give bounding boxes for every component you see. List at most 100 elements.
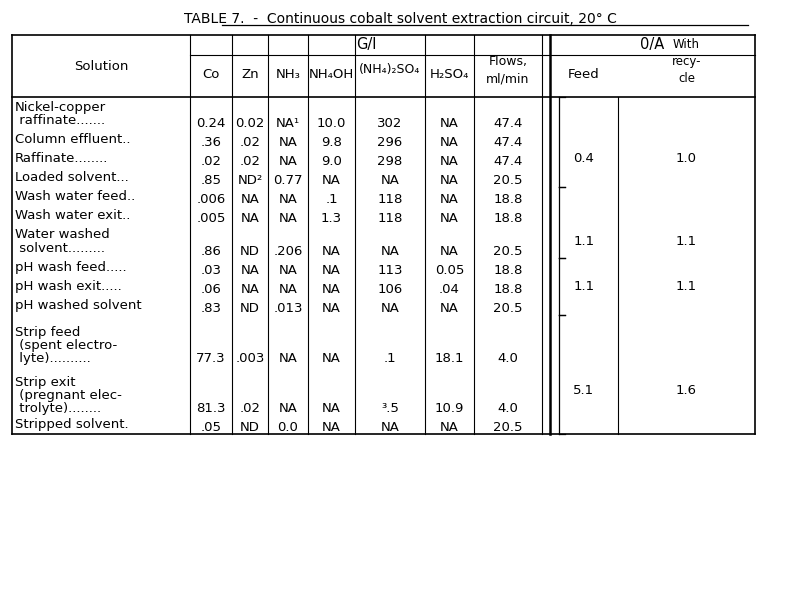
Text: NA: NA <box>278 212 298 225</box>
Text: 47.4: 47.4 <box>494 117 522 130</box>
Text: 0.4: 0.4 <box>574 152 594 165</box>
Text: Wash water feed..: Wash water feed.. <box>15 190 135 203</box>
Text: NA: NA <box>322 245 341 258</box>
Text: 106: 106 <box>378 283 402 296</box>
Text: Stripped solvent.: Stripped solvent. <box>15 418 129 431</box>
Text: .1: .1 <box>325 193 338 206</box>
Text: NA: NA <box>440 421 459 434</box>
Text: NA: NA <box>241 283 259 296</box>
Text: .86: .86 <box>201 245 222 258</box>
Text: NA: NA <box>322 302 341 315</box>
Text: Raffinate........: Raffinate........ <box>15 152 108 165</box>
Text: 0.0: 0.0 <box>278 421 298 434</box>
Text: lyte)..........: lyte).......... <box>15 352 90 365</box>
Text: 296: 296 <box>378 136 402 149</box>
Text: 9.0: 9.0 <box>321 155 342 168</box>
Text: NA: NA <box>381 421 399 434</box>
Text: 1.6: 1.6 <box>676 384 697 396</box>
Text: (spent electro-: (spent electro- <box>15 339 118 352</box>
Text: Solution: Solution <box>74 60 128 72</box>
Text: NA: NA <box>440 155 459 168</box>
Text: 1.1: 1.1 <box>676 235 697 248</box>
Text: .03: .03 <box>201 264 222 277</box>
Text: NA: NA <box>241 193 259 206</box>
Text: .02: .02 <box>239 155 261 168</box>
Text: NA: NA <box>322 174 341 187</box>
Text: 0/A: 0/A <box>640 38 665 52</box>
Text: 81.3: 81.3 <box>196 402 226 415</box>
Text: (pregnant elec-: (pregnant elec- <box>15 389 122 402</box>
Text: NA: NA <box>241 264 259 277</box>
Text: NA: NA <box>381 174 399 187</box>
Text: 77.3: 77.3 <box>196 352 226 365</box>
Text: ND: ND <box>240 421 260 434</box>
Text: 47.4: 47.4 <box>494 136 522 149</box>
Text: NA: NA <box>241 212 259 225</box>
Text: ND²: ND² <box>238 174 262 187</box>
Text: NA: NA <box>278 155 298 168</box>
Text: .06: .06 <box>201 283 222 296</box>
Text: 18.8: 18.8 <box>494 193 522 206</box>
Text: trolyte)........: trolyte)........ <box>15 402 101 415</box>
Text: NH₃: NH₃ <box>275 68 301 80</box>
Text: 118: 118 <box>378 212 402 225</box>
Text: .006: .006 <box>196 193 226 206</box>
Text: NA: NA <box>440 136 459 149</box>
Text: NA: NA <box>278 283 298 296</box>
Text: NA: NA <box>440 245 459 258</box>
Text: ND: ND <box>240 302 260 315</box>
Text: NA: NA <box>278 136 298 149</box>
Text: Feed: Feed <box>568 68 600 80</box>
Text: 298: 298 <box>378 155 402 168</box>
Text: 4.0: 4.0 <box>498 352 518 365</box>
Text: 20.5: 20.5 <box>494 174 522 187</box>
Text: Loaded solvent...: Loaded solvent... <box>15 171 129 184</box>
Text: 9.8: 9.8 <box>321 136 342 149</box>
Text: 1.0: 1.0 <box>676 152 697 165</box>
Text: G/l: G/l <box>356 38 376 52</box>
Text: .02: .02 <box>239 402 261 415</box>
Text: 47.4: 47.4 <box>494 155 522 168</box>
Text: ³.5: ³.5 <box>381 402 399 415</box>
Text: 1.1: 1.1 <box>574 280 594 293</box>
Text: 20.5: 20.5 <box>494 245 522 258</box>
Text: 1.1: 1.1 <box>676 280 697 293</box>
Text: Nickel-copper: Nickel-copper <box>15 100 106 113</box>
Text: .05: .05 <box>201 421 222 434</box>
Text: 0.05: 0.05 <box>435 264 464 277</box>
Text: 113: 113 <box>378 264 402 277</box>
Text: pH wash feed.....: pH wash feed..... <box>15 261 126 274</box>
Text: NA¹: NA¹ <box>276 117 300 130</box>
Text: 20.5: 20.5 <box>494 421 522 434</box>
Text: 18.8: 18.8 <box>494 212 522 225</box>
Text: pH wash exit.....: pH wash exit..... <box>15 280 122 293</box>
Text: 10.9: 10.9 <box>435 402 464 415</box>
Text: 302: 302 <box>378 117 402 130</box>
Text: 5.1: 5.1 <box>574 384 594 396</box>
Text: raffinate.......: raffinate....... <box>15 113 105 127</box>
Text: ND: ND <box>240 245 260 258</box>
Text: .02: .02 <box>201 155 222 168</box>
Text: 4.0: 4.0 <box>498 402 518 415</box>
Text: TABLE 7.  -  Continuous cobalt solvent extraction circuit, 20° C: TABLE 7. - Continuous cobalt solvent ext… <box>183 12 617 26</box>
Text: .04: .04 <box>439 283 460 296</box>
Text: 10.0: 10.0 <box>317 117 346 130</box>
Text: 20.5: 20.5 <box>494 302 522 315</box>
Text: Water washed: Water washed <box>15 228 110 242</box>
Text: NA: NA <box>381 245 399 258</box>
Text: NA: NA <box>440 212 459 225</box>
Text: .02: .02 <box>239 136 261 149</box>
Text: .85: .85 <box>201 174 222 187</box>
Text: 0.24: 0.24 <box>196 117 226 130</box>
Text: .003: .003 <box>235 352 265 365</box>
Text: 1.1: 1.1 <box>574 235 594 248</box>
Text: 18.8: 18.8 <box>494 264 522 277</box>
Text: NA: NA <box>278 193 298 206</box>
Text: 1.3: 1.3 <box>321 212 342 225</box>
Text: H₂SO₄: H₂SO₄ <box>430 68 469 80</box>
Text: NA: NA <box>322 352 341 365</box>
Text: 18.1: 18.1 <box>434 352 464 365</box>
Text: pH washed solvent: pH washed solvent <box>15 299 142 312</box>
Text: NA: NA <box>440 117 459 130</box>
Text: NA: NA <box>440 193 459 206</box>
